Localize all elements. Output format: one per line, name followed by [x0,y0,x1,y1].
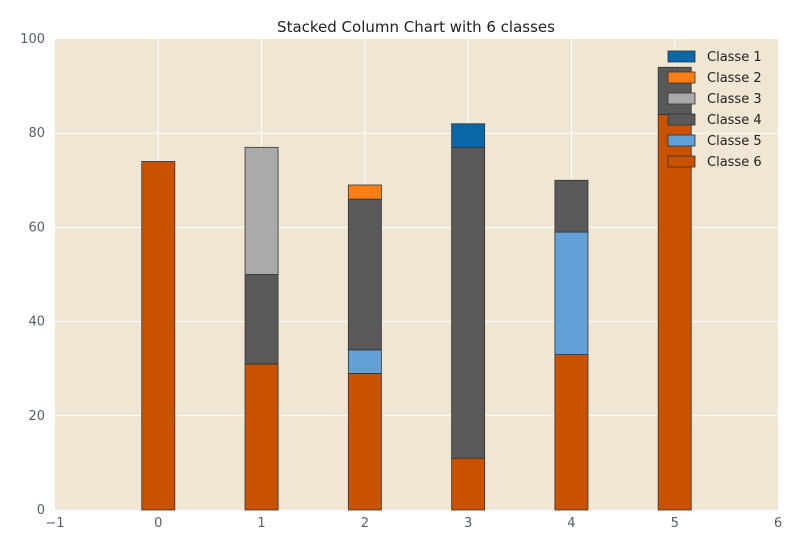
legend-entry: Classe 2 [707,71,762,86]
x-tick-label: 0 [154,516,162,531]
legend-swatch [667,134,696,147]
x-tick-label: 6 [774,516,782,531]
y-tick-label: 60 [28,220,45,235]
y-tick-label: 100 [20,32,45,47]
plot-area [55,39,778,510]
legend-entry: Classe 5 [707,134,762,149]
y-axis-ticks: 0 20 40 60 80 100 [20,32,45,518]
bar-segment [451,123,486,148]
bar-segment [347,349,382,374]
legend-swatch [667,71,696,84]
bar-segment [244,363,279,511]
legend-swatch [667,50,696,63]
x-tick-label: 1 [257,516,265,531]
bar-segment [451,457,486,511]
bar-segment [347,373,382,511]
legend-entry: Classe 1 [707,50,762,65]
chart-title: Stacked Column Chart with 6 classes [277,18,555,36]
y-tick-label: 80 [28,126,45,141]
x-axis-ticks: −1 0 1 2 3 4 5 6 [45,516,782,531]
bar-segment [657,113,692,511]
bar-segment [554,179,589,233]
bar-segment [141,161,176,511]
bar-segment [244,146,279,275]
legend-swatch [667,155,696,168]
x-tick-label: 4 [567,516,575,531]
legend-entry: Classe 6 [707,155,762,170]
legend-swatch [667,92,696,105]
bar-segment [554,231,589,355]
bar-segment [554,354,589,511]
y-tick-label: 40 [28,315,45,330]
y-tick-label: 20 [28,409,45,424]
bar-segment [244,274,279,365]
x-tick-label: 2 [361,516,369,531]
bars [141,66,692,511]
legend: Classe 1 Classe 2 Classe 3 Classe 4 Classe 5… [667,50,762,170]
bar-segment [347,198,382,351]
y-tick-label: 0 [37,503,45,518]
x-tick-label: 3 [464,516,472,531]
x-tick-label: −1 [45,516,64,531]
x-tick-label: 5 [671,516,679,531]
bar-segment [347,184,382,200]
legend-entry: Classe 3 [707,92,762,107]
bar-segment [451,146,486,459]
legend-entry: Classe 4 [707,113,762,128]
legend-swatch [667,113,696,126]
